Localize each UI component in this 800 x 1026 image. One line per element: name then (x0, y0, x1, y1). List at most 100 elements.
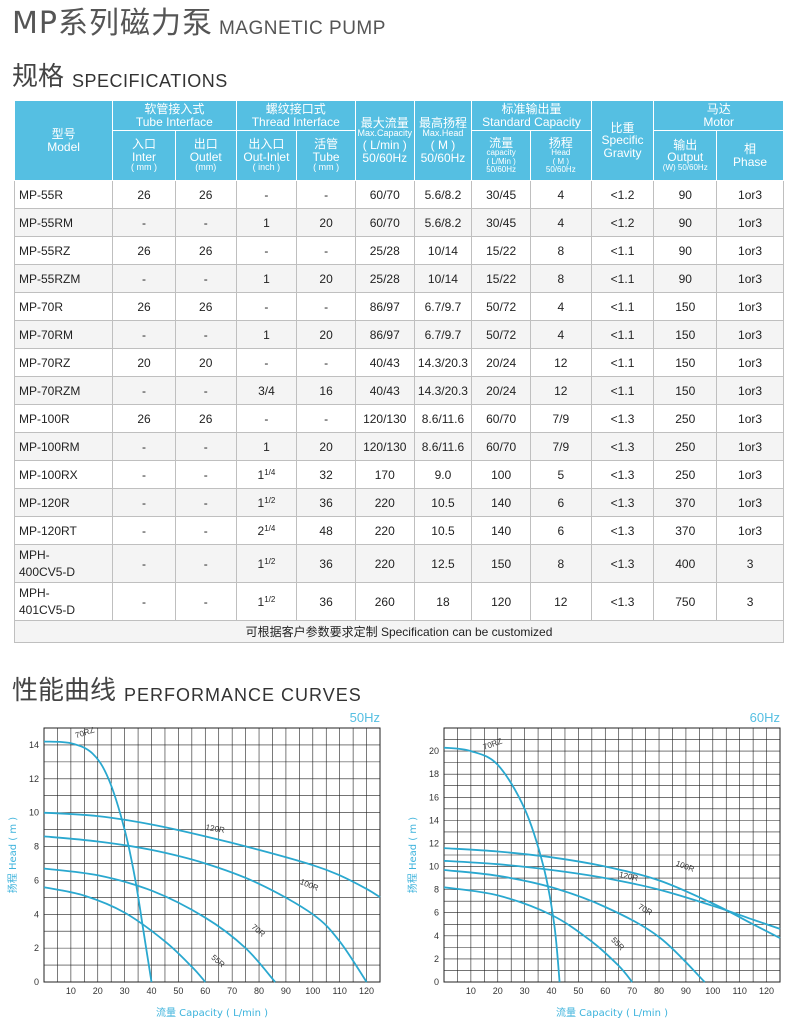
cell-tin: - (235, 404, 298, 433)
x-tick-label: 100 (305, 986, 320, 996)
x-tick-label: 50 (173, 986, 183, 996)
cell-head: 12 (529, 348, 592, 377)
curve-55r (43, 886, 206, 983)
curve-70r (443, 869, 706, 983)
chart-frequency-label: 50Hz (350, 710, 380, 725)
cell-model: MP-100RM (13, 432, 114, 461)
x-tick-label: 80 (654, 986, 664, 996)
cell-tin: 21/4 (235, 516, 298, 545)
cell-maxhead: 5.6/8.2 (413, 180, 473, 209)
cell-head: 12 (529, 376, 592, 405)
cell-phase: 1or3 (716, 488, 784, 517)
cell-phase: 1or3 (716, 376, 784, 405)
col-specific-gravity: 比重 Specific Gravity (590, 100, 655, 181)
x-tick-label: 20 (493, 986, 503, 996)
cell-model: MP-100R (13, 404, 114, 433)
cell-sg: <1.3 (590, 460, 655, 489)
cell-ttube: 36 (296, 582, 356, 621)
table-row: MP-120RT - -21/4 48 220 10.5 140 6 <1.3 370 1or3 (13, 516, 784, 545)
cell-head: 7/9 (529, 432, 592, 461)
cell-output: 250 (653, 432, 718, 461)
perf-title-cn: 性能曲线 (12, 676, 117, 706)
curve-70rz (443, 746, 561, 983)
cell-maxflow: 40/43 (354, 348, 415, 377)
spec-table: 型号 Model 软管接入式 Tube Interface 螺纹接口式 Thread … (13, 100, 784, 643)
cell-sg: <1.3 (590, 404, 655, 433)
cell-outlet: - (174, 460, 237, 489)
cell-maxflow: 170 (354, 460, 415, 489)
cell-head: 12 (529, 582, 592, 621)
y-tick-label: 8 (34, 842, 39, 852)
cell-outlet: - (174, 432, 237, 461)
cell-maxflow: 260 (354, 582, 415, 621)
curve-70r (43, 867, 276, 983)
cell-model: MP-55RZM (13, 264, 114, 293)
cell-model: MPH- 401CV5-D (13, 582, 114, 621)
cell-maxhead: 10.5 (413, 516, 473, 545)
cell-output: 400 (653, 544, 718, 583)
cell-maxhead: 14.3/20.3 (413, 376, 473, 405)
cell-model: MP-120RT (13, 516, 114, 545)
col-out-inlet: 出入口 Out-Inlet( inch ) (235, 130, 298, 181)
cell-tin: 11/2 (235, 488, 298, 517)
cell-maxflow: 120/130 (354, 404, 415, 433)
cell-tin: 11/2 (235, 544, 298, 583)
y-tick-label: 4 (434, 931, 439, 941)
cell-tin: 11/2 (235, 582, 298, 621)
cell-tin: 3/4 (235, 376, 298, 405)
cell-ttube: 48 (296, 516, 356, 545)
cell-tin: 1 (235, 320, 298, 349)
cell-flow: 100 (471, 460, 531, 489)
plot-frame (43, 727, 381, 983)
col-group-thread: 螺纹接口式 Thread Interface (235, 100, 356, 131)
cell-head: 6 (529, 516, 592, 545)
perf-section-title: 性能曲线 PERFORMANCE CURVES (12, 670, 362, 707)
cell-model: MP-70RM (13, 320, 114, 349)
x-tick-label: 20 (93, 986, 103, 996)
cell-phase: 1or3 (716, 292, 784, 321)
x-tick-label: 10 (66, 986, 76, 996)
cell-outlet: - (174, 208, 237, 237)
cell-model: MP-70RZ (13, 348, 114, 377)
table-row: MP-70RM - -1 20 86/97 6.7/9.7 50/72 4 <1.1 150 1or… (13, 320, 784, 349)
cell-maxflow: 220 (354, 544, 415, 583)
cell-flow: 20/24 (471, 376, 531, 405)
table-row: MPH- 401CV5-D - -11/2 36 260 18 120 12 <1.3 750 3 (13, 582, 784, 621)
y-tick-label: 12 (29, 774, 39, 784)
cell-output: 250 (653, 460, 718, 489)
cell-model: MP-70RZM (13, 376, 114, 405)
cell-output: 150 (653, 376, 718, 405)
cell-outlet: - (174, 544, 237, 583)
curve-120r (43, 811, 381, 899)
x-tick-label: 70 (227, 986, 237, 996)
y-axis-label: 扬程 Head ( m ) (406, 817, 419, 894)
cell-maxflow: 220 (354, 516, 415, 545)
y-tick-label: 6 (434, 908, 439, 918)
cell-maxflow: 120/130 (354, 432, 415, 461)
chart-frequency-label: 60Hz (750, 710, 780, 725)
cell-ttube: 16 (296, 376, 356, 405)
cell-tin: - (235, 348, 298, 377)
cell-outlet: - (174, 516, 237, 545)
y-tick-label: 2 (34, 943, 39, 953)
cell-model: MP-55RM (13, 208, 114, 237)
x-tick-label: 60 (600, 986, 610, 996)
cell-head: 5 (529, 460, 592, 489)
cell-model: MP-100RX (13, 460, 114, 489)
spec-title-cn: 规格 (12, 62, 65, 92)
cell-output: 90 (653, 236, 718, 265)
cell-tin: 1 (235, 208, 298, 237)
cell-inlet: - (112, 544, 176, 583)
cell-ttube: 36 (296, 488, 356, 517)
table-row: MP-55RM - -1 20 60/70 5.6/8.2 30/45 4 <1.2 90 1or3 (13, 208, 784, 237)
spec-title-en: SPECIFICATIONS (72, 71, 228, 91)
x-axis-label: 流量 Capacity ( L/min ) (556, 1006, 668, 1019)
col-output: 输出 Output (W) 50/60Hz (653, 130, 718, 181)
cell-maxhead: 10/14 (413, 264, 473, 293)
cell-flow: 15/22 (471, 264, 531, 293)
cell-outlet: - (174, 582, 237, 621)
cell-maxflow: 86/97 (354, 292, 415, 321)
table-row: MP-120R - -11/2 36 220 10.5 140 6 <1.3 370 1or3 (13, 488, 784, 517)
y-tick-label: 14 (29, 740, 39, 750)
cell-outlet: 26 (174, 180, 237, 209)
